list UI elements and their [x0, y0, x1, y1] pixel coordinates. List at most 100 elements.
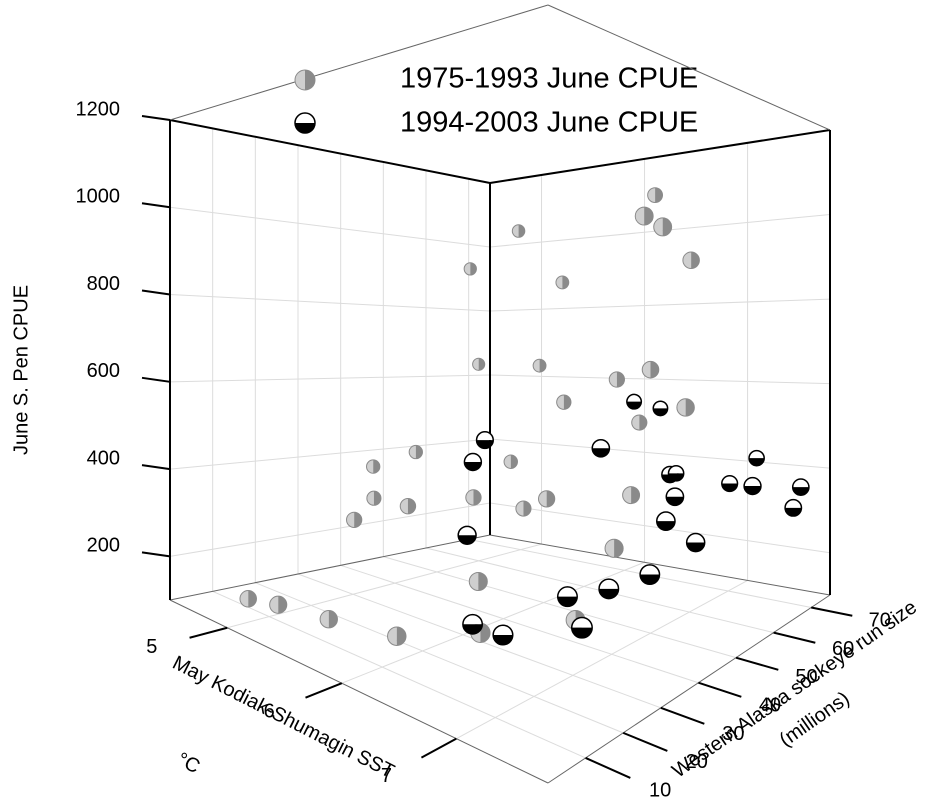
tick-mark	[141, 376, 171, 383]
marker	[463, 262, 477, 276]
marker-half	[510, 455, 518, 469]
marker	[269, 595, 288, 614]
marker-outline	[570, 616, 593, 639]
marker-half	[686, 542, 705, 552]
marker-outline	[465, 489, 482, 506]
marker-outline	[556, 586, 578, 608]
marker-half	[396, 627, 406, 646]
marker-outline	[346, 511, 363, 528]
marker-half	[676, 398, 686, 417]
marker	[634, 206, 654, 226]
marker-half	[666, 488, 684, 497]
tick-mark	[773, 631, 816, 644]
marker-half	[668, 465, 684, 474]
tick-mark	[811, 606, 853, 617]
marker-outline	[463, 262, 477, 276]
grid-line	[212, 590, 586, 759]
x-axis-label: °C	[173, 748, 203, 778]
marker-outline	[676, 398, 695, 417]
marker-outline	[656, 511, 676, 532]
grid-line	[489, 374, 831, 385]
marker	[685, 532, 706, 553]
marker-half	[295, 70, 305, 90]
marker-outline	[784, 498, 803, 517]
tick-mark	[660, 706, 705, 725]
marker-half	[721, 475, 738, 484]
marker	[463, 452, 483, 472]
marker-half	[686, 533, 705, 543]
marker-half	[478, 572, 488, 591]
grid-line	[489, 298, 831, 312]
marker-half	[556, 395, 564, 410]
z-axis-label: June S. Pen CPUE	[10, 285, 32, 455]
marker-outline	[294, 69, 316, 91]
marker-half	[523, 500, 532, 517]
marker-half	[571, 627, 593, 638]
marker-half	[592, 448, 610, 457]
marker-half	[656, 512, 676, 522]
grid-line	[340, 564, 699, 684]
z-tick-label: 800	[87, 273, 120, 295]
marker-half	[470, 262, 477, 276]
marker-half	[518, 224, 525, 238]
marker-outline	[647, 187, 664, 204]
marker-outline	[631, 414, 648, 431]
marker	[556, 394, 572, 410]
marker-half	[721, 483, 738, 492]
marker-outline	[653, 217, 673, 237]
marker	[626, 393, 643, 410]
marker-outline	[641, 360, 660, 379]
marker-half	[666, 496, 684, 506]
marker-half	[555, 276, 563, 289]
marker	[472, 357, 486, 371]
marker-half	[295, 123, 315, 133]
marker	[647, 187, 664, 204]
marker-outline	[468, 571, 488, 592]
marker-half	[792, 479, 809, 488]
marker	[492, 624, 514, 646]
marker	[346, 511, 363, 528]
box-edge	[489, 534, 831, 596]
tick-mark	[585, 757, 631, 779]
marker	[468, 571, 488, 592]
marker-outline	[665, 487, 685, 507]
tick-mark	[698, 681, 742, 698]
marker-outline	[591, 438, 611, 458]
marker-half	[599, 588, 619, 599]
marker-outline	[269, 595, 288, 614]
marker-half	[605, 539, 615, 558]
grid-line	[383, 556, 737, 659]
marker-half	[592, 439, 610, 449]
marker-outline	[604, 538, 624, 558]
marker-half	[464, 453, 482, 463]
marker-half	[640, 564, 660, 575]
marker	[538, 490, 556, 508]
marker	[555, 275, 570, 290]
marker	[399, 497, 417, 515]
marker	[791, 478, 810, 496]
marker	[676, 398, 695, 417]
marker-outline	[366, 459, 381, 474]
marker-half	[538, 490, 547, 508]
tick-mark	[622, 731, 668, 752]
marker-outline	[366, 490, 382, 506]
marker-outline	[294, 112, 316, 134]
x-tick-label: 7	[381, 765, 392, 787]
marker-half	[562, 276, 569, 289]
y-tick-label: 50	[795, 666, 817, 688]
marker-half	[571, 617, 593, 628]
legend-symbol	[294, 112, 316, 134]
marker-half	[749, 450, 765, 459]
tick-mark	[141, 551, 171, 558]
marker-outline	[239, 589, 257, 608]
marker-half	[640, 574, 660, 585]
marker	[639, 564, 661, 586]
marker-half	[493, 634, 513, 645]
marker-half	[248, 590, 257, 608]
marker-half	[366, 459, 374, 474]
tick-mark	[141, 115, 171, 121]
marker-half	[464, 462, 482, 471]
grid-line	[169, 206, 491, 248]
z-tick-label: 1000	[76, 186, 121, 208]
marker	[366, 459, 381, 474]
